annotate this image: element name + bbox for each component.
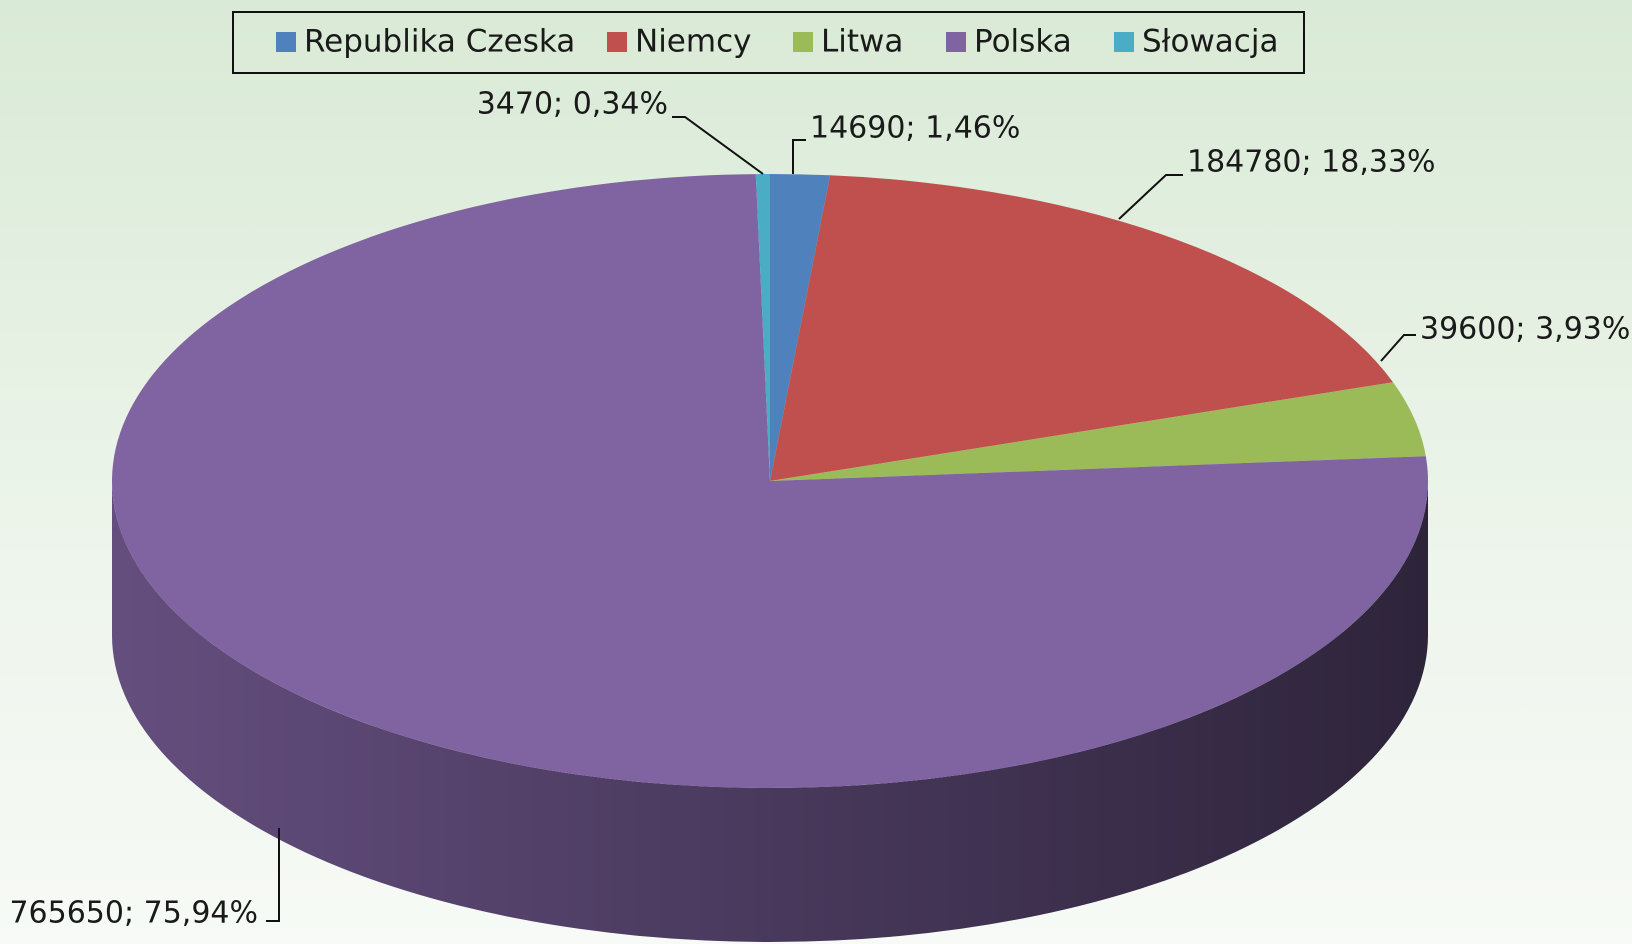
slice — [112, 174, 1429, 788]
slice — [770, 175, 1393, 482]
leader-line — [1380, 334, 1416, 362]
legend-label: Słowacja — [1142, 24, 1278, 60]
leader-line — [266, 828, 280, 922]
legend-swatch — [276, 32, 296, 52]
legend-swatch — [607, 32, 627, 52]
data-label: 39600; 3,93% — [1420, 312, 1630, 347]
data-label: 184780; 18,33% — [1187, 145, 1436, 180]
legend-box — [232, 11, 1305, 74]
legend-label: Republika Czeska — [304, 24, 575, 60]
slice — [770, 174, 831, 481]
legend-label: Polska — [974, 24, 1072, 60]
slice-side — [112, 481, 1428, 942]
leader-line — [672, 116, 764, 175]
leader-line — [1118, 174, 1183, 220]
legend-swatch — [793, 32, 813, 52]
slice — [755, 174, 770, 481]
slice — [770, 382, 1426, 481]
legend-swatch — [1114, 32, 1134, 52]
data-label: 765650; 75,94% — [9, 896, 258, 931]
legend-label: Litwa — [821, 24, 903, 60]
legend-label: Niemcy — [635, 24, 751, 60]
data-label: 3470; 0,34% — [477, 87, 668, 122]
data-label: 14690; 1,46% — [810, 111, 1020, 146]
leader-line — [792, 139, 806, 174]
legend-swatch — [946, 32, 966, 52]
